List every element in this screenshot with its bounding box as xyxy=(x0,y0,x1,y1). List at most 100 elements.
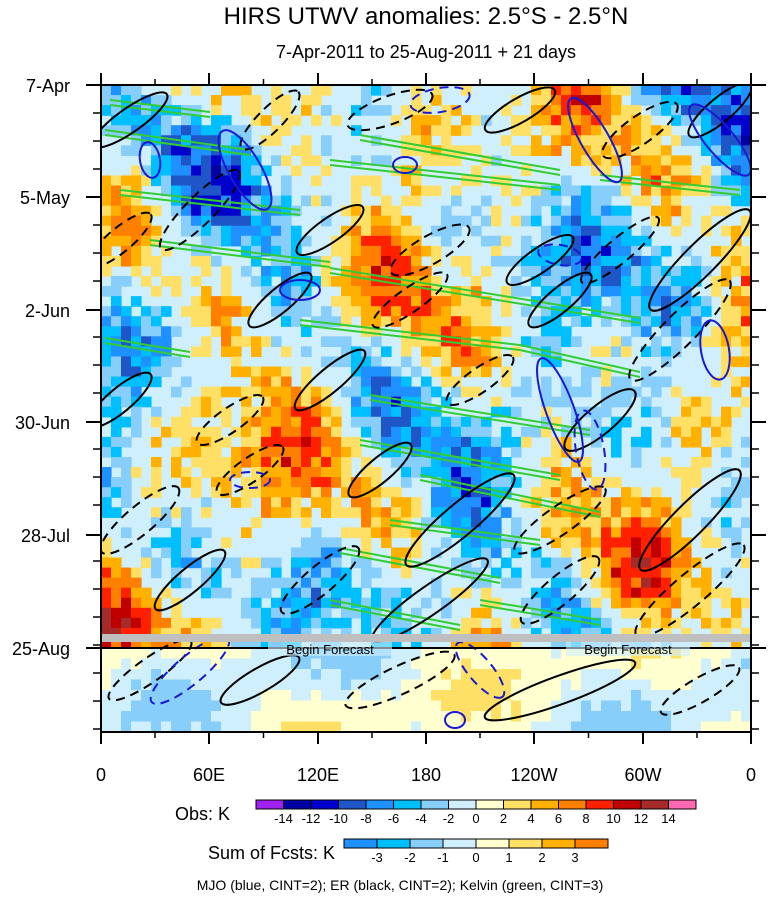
forecast-cell xyxy=(521,721,532,732)
anomaly-cell xyxy=(151,316,162,327)
forecast-cell xyxy=(501,679,512,691)
anomaly-cell xyxy=(421,396,432,408)
anomaly-cell xyxy=(161,507,172,518)
colorbar-swatch xyxy=(585,799,614,810)
anomaly-cell xyxy=(621,125,632,136)
anomaly-cell xyxy=(231,467,242,478)
anomaly-cell xyxy=(351,497,362,508)
forecast-cell xyxy=(101,658,112,670)
anomaly-cell xyxy=(571,105,582,116)
anomaly-cell xyxy=(101,195,112,207)
anomaly-cell xyxy=(551,235,562,247)
anomaly-cell xyxy=(451,225,462,237)
anomaly-cell xyxy=(481,215,492,227)
anomaly-cell xyxy=(551,356,562,368)
forecast-cell xyxy=(381,700,392,712)
anomaly-cell xyxy=(171,145,182,156)
anomaly-cell xyxy=(291,587,302,599)
anomaly-cell xyxy=(621,527,632,539)
anomaly-cell xyxy=(731,386,742,398)
anomaly-cell xyxy=(501,637,512,649)
anomaly-cell xyxy=(321,436,332,448)
forecast-cell xyxy=(151,711,162,723)
anomaly-cell xyxy=(631,265,642,277)
anomaly-cell xyxy=(381,487,392,498)
anomaly-cell xyxy=(351,607,362,619)
forecast-cell xyxy=(191,658,202,670)
anomaly-cell xyxy=(631,607,642,619)
anomaly-cell xyxy=(371,587,382,599)
anomaly-cell xyxy=(291,547,302,559)
anomaly-cell xyxy=(521,255,532,267)
er-contour xyxy=(101,91,169,149)
anomaly-cell xyxy=(301,456,312,468)
anomaly-cell xyxy=(161,135,172,146)
anomaly-cell xyxy=(191,205,202,217)
anomaly-cell xyxy=(491,215,502,227)
forecast-cell xyxy=(151,721,162,732)
anomaly-cell xyxy=(611,557,622,569)
anomaly-cell xyxy=(321,497,332,508)
anomaly-cell xyxy=(441,376,452,388)
anomaly-cell xyxy=(311,436,322,448)
anomaly-cell xyxy=(261,195,272,207)
anomaly-cell xyxy=(351,406,362,418)
anomaly-cell xyxy=(711,497,722,508)
anomaly-cell xyxy=(181,165,192,177)
forecast-cell xyxy=(411,669,422,681)
anomaly-cell xyxy=(571,597,582,609)
forecast-cell xyxy=(361,669,372,681)
anomaly-cell xyxy=(721,245,732,257)
mjo-contour xyxy=(217,129,273,211)
anomaly-cell xyxy=(171,446,182,458)
anomaly-cell xyxy=(541,316,552,327)
anomaly-cell xyxy=(661,245,672,257)
anomaly-cell xyxy=(251,185,262,197)
anomaly-cell xyxy=(611,477,622,488)
anomaly-cell xyxy=(151,95,162,106)
forecast-cell xyxy=(651,690,662,702)
forecast-cell xyxy=(741,711,751,723)
anomaly-cell xyxy=(231,205,242,217)
forecast-cell xyxy=(671,721,682,732)
forecast-cell xyxy=(681,700,692,712)
anomaly-cell xyxy=(441,225,452,237)
anomaly-cell xyxy=(571,205,582,217)
anomaly-cell xyxy=(481,597,492,609)
anomaly-cell xyxy=(111,286,122,297)
anomaly-cell xyxy=(111,627,122,639)
anomaly-cell xyxy=(641,195,652,207)
anomaly-cell xyxy=(721,356,732,368)
anomaly-cell xyxy=(141,316,152,327)
anomaly-cell xyxy=(541,617,552,629)
anomaly-cell xyxy=(461,286,472,297)
forecast-cell xyxy=(331,711,342,723)
forecast-cell xyxy=(531,658,542,670)
anomaly-cell xyxy=(431,255,442,267)
anomaly-cell xyxy=(141,356,152,368)
anomaly-cell xyxy=(591,245,602,257)
forecast-label-bg-left xyxy=(268,642,392,656)
anomaly-cell xyxy=(171,597,182,609)
forecast-cell xyxy=(541,721,552,732)
forecast-cell xyxy=(611,700,622,712)
anomaly-cell xyxy=(301,597,312,609)
anomaly-cell xyxy=(181,436,192,448)
axis-ticks xyxy=(86,73,766,744)
forecast-cell xyxy=(211,690,222,702)
anomaly-cell xyxy=(301,326,312,337)
er-contour xyxy=(483,86,557,134)
anomaly-cell xyxy=(691,467,702,478)
forecast-cell xyxy=(281,658,292,670)
anomaly-cell xyxy=(311,537,322,549)
anomaly-cell xyxy=(321,85,332,96)
anomaly-cell xyxy=(151,366,162,378)
anomaly-cell xyxy=(121,95,132,106)
anomaly-cell xyxy=(671,587,682,599)
anomaly-cell xyxy=(181,376,192,388)
forecast-cell xyxy=(731,711,742,723)
anomaly-cell xyxy=(611,245,622,257)
forecast-cell xyxy=(181,700,192,712)
forecast-cell xyxy=(331,669,342,681)
anomaly-cell xyxy=(171,286,182,297)
